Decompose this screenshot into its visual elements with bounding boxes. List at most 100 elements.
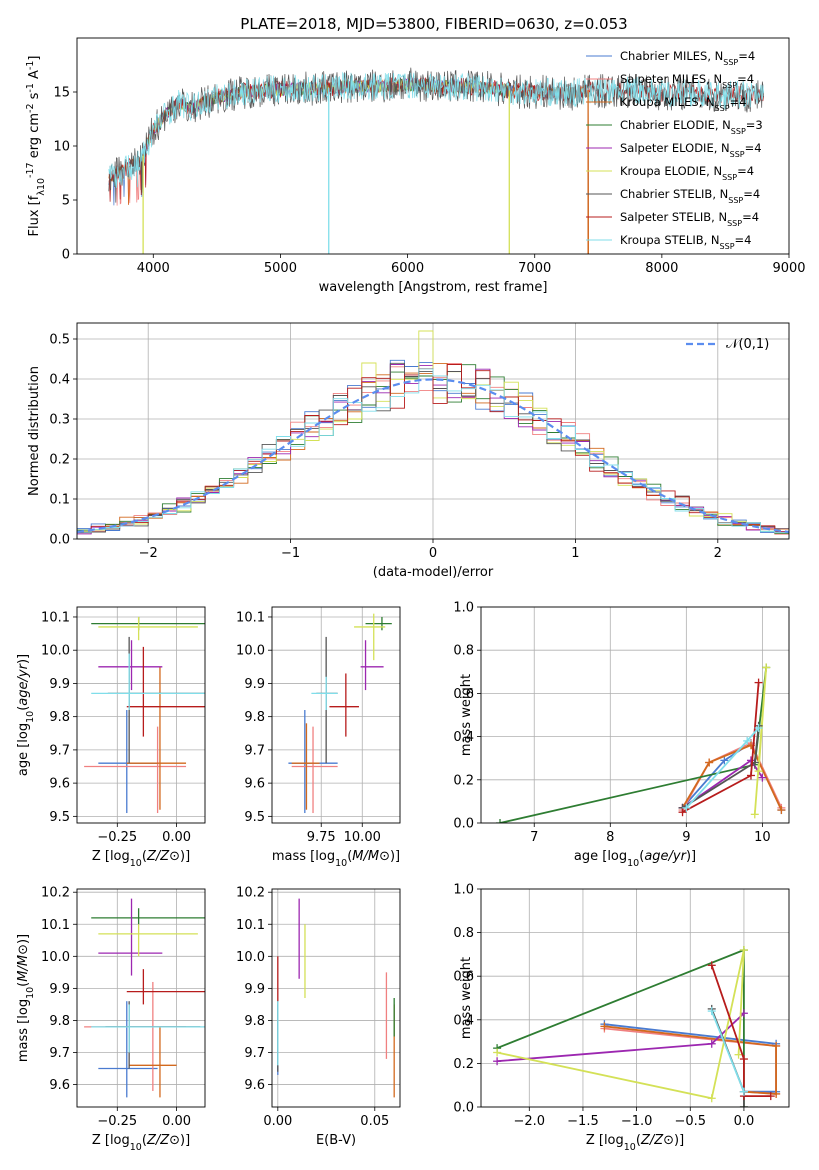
x-tick-label: 0.00 (263, 1114, 292, 1129)
errorbar-point (91, 653, 205, 711)
y-axis-label: age [log10(age/yr)] (16, 654, 36, 776)
y-tick-label: 9.6 (49, 1078, 70, 1093)
y-tick-label: 9.9 (49, 982, 70, 997)
legend-entry: Kroupa STELIB, NSSP=4 (620, 233, 751, 251)
label-part: -17 (25, 162, 36, 178)
axes-frame (76, 606, 206, 824)
label-part: ⊙)] (169, 849, 190, 864)
x-tick-label: 0.05 (360, 1114, 389, 1129)
weight-marker (750, 810, 759, 819)
errorbar-point (354, 613, 386, 661)
label-part: mass [ (272, 849, 315, 864)
panel-age_vs_mass: 9.75 10.00 9.5 9.6 9.7 9.8 9.9 10.0 10.1 mass [lo… (236, 606, 401, 869)
errorbar-point (98, 616, 198, 641)
y-tick-label: 9.5 (244, 810, 265, 825)
y-tick-label: 0.5 (49, 333, 70, 348)
x-tick-label: −1 (281, 546, 300, 561)
legend-sub: SSP (715, 104, 730, 113)
errorbar-point (329, 673, 359, 737)
label-part: E(B-V) (316, 1133, 356, 1148)
weight-marker (720, 756, 729, 765)
label-part: Z [ (92, 849, 110, 864)
weight-marker (705, 758, 714, 767)
legend-sub: SSP (731, 127, 746, 136)
label-part: wavelength [Angstrom, rest frame] (319, 280, 548, 295)
y-tick-label: 15 (53, 86, 70, 101)
legend-text: Salpeter STELIB, N (620, 210, 727, 224)
axes-frame (271, 888, 401, 1108)
y-tick-label: 0.3 (49, 413, 70, 428)
y-tick-label: 9.6 (244, 777, 265, 792)
weight-marker (707, 1039, 716, 1048)
legend: 𝒩(0,1) (686, 337, 769, 352)
errorbar-point (98, 640, 163, 691)
y-tick-label: 9.7 (49, 743, 70, 758)
weight-marker (707, 961, 716, 970)
y-axis-label: mass weight (459, 674, 474, 756)
figure-title: PLATE=2018, MJD=53800, FIBERID=0630, z=0… (240, 15, 627, 33)
plot-area (493, 946, 781, 1107)
label-part: )] (16, 654, 31, 664)
label-part: (data-model)/error (373, 565, 494, 580)
legend-text: Kroupa ELODIE, N (620, 164, 722, 178)
label-part: mass [ (16, 1019, 31, 1062)
x-tick-label: −0.25 (97, 830, 137, 845)
panel-age_vs_Z: −0.25 0.009.59.69.79.89.910.010.1Z [log10… (16, 606, 206, 869)
errorbar-point (129, 1026, 177, 1098)
weight-marker (493, 1057, 502, 1066)
x-axis-label: age [log10(age/yr)] (574, 849, 696, 869)
x-tick-label: −1.0 (621, 1114, 653, 1129)
label-part: Normed distribution (27, 366, 42, 496)
weight-marker (707, 1007, 716, 1016)
y-tick-label: 5 (62, 194, 70, 209)
y-tick-label: 0.6 (453, 970, 474, 985)
plot-area (84, 616, 205, 814)
x-tick-label: −0.25 (97, 1114, 137, 1129)
y-tick-label: 10.0 (41, 950, 70, 965)
x-tick-label: 2 (714, 546, 722, 561)
y-tick-label: 0.8 (453, 926, 474, 941)
y-tick-label: 10.1 (41, 610, 70, 625)
legend-text: Chabrier MILES, N (620, 49, 723, 63)
y-tick-label: 9.8 (244, 1014, 265, 1029)
y-tick-label: 0.6 (453, 687, 474, 702)
errorbar-point (126, 666, 187, 810)
label-part: mass weight (459, 957, 474, 1039)
errorbar-point (84, 726, 187, 814)
weight-line (496, 949, 745, 1100)
x-axis-label: Z [log10(Z/Z⊙)] (92, 1133, 190, 1153)
legend-text: =4 (738, 49, 755, 63)
weight-marker (758, 773, 767, 782)
y-tick-label: 0.8 (453, 644, 474, 659)
y-axis-label: Flux [fλ10-17 erg cm-2 s-1 A-1] (25, 56, 47, 237)
weight-marker (777, 806, 786, 815)
y-tick-label: 9.5 (49, 810, 70, 825)
legend-text: Chabrier STELIB, N (620, 187, 728, 201)
label-part: -2 (25, 103, 36, 112)
weight-marker (743, 736, 752, 745)
legend-entry: Salpeter STELIB, NSSP=4 (620, 210, 759, 228)
y-tick-label: 0.0 (453, 1101, 474, 1116)
legend-sub: SSP (722, 81, 737, 90)
legend-text: =4 (737, 164, 754, 178)
label-part: ⊙)] (169, 1133, 190, 1148)
legend-text: Kroupa STELIB, N (620, 233, 720, 247)
label-part: mass weight (459, 674, 474, 756)
y-tick-label: 9.6 (244, 1078, 265, 1093)
legend-text: Kroupa MILES, N (620, 95, 715, 109)
label-part: ( (347, 849, 352, 864)
x-axis-label: wavelength [Angstrom, rest frame] (319, 280, 548, 295)
label-part: age/yr (644, 849, 687, 864)
weight-line (710, 1010, 745, 1093)
label-part: A (27, 70, 42, 83)
y-tick-label: 0 (62, 248, 70, 263)
label-part: -1 (25, 61, 36, 70)
plot-area (108, 67, 764, 254)
x-tick-label: 7 (530, 830, 538, 845)
label-part: ( (142, 849, 147, 864)
errorbar-point (98, 924, 198, 957)
x-tick-label: 8 (606, 830, 614, 845)
legend-text: Chabrier ELODIE, N (620, 118, 731, 132)
